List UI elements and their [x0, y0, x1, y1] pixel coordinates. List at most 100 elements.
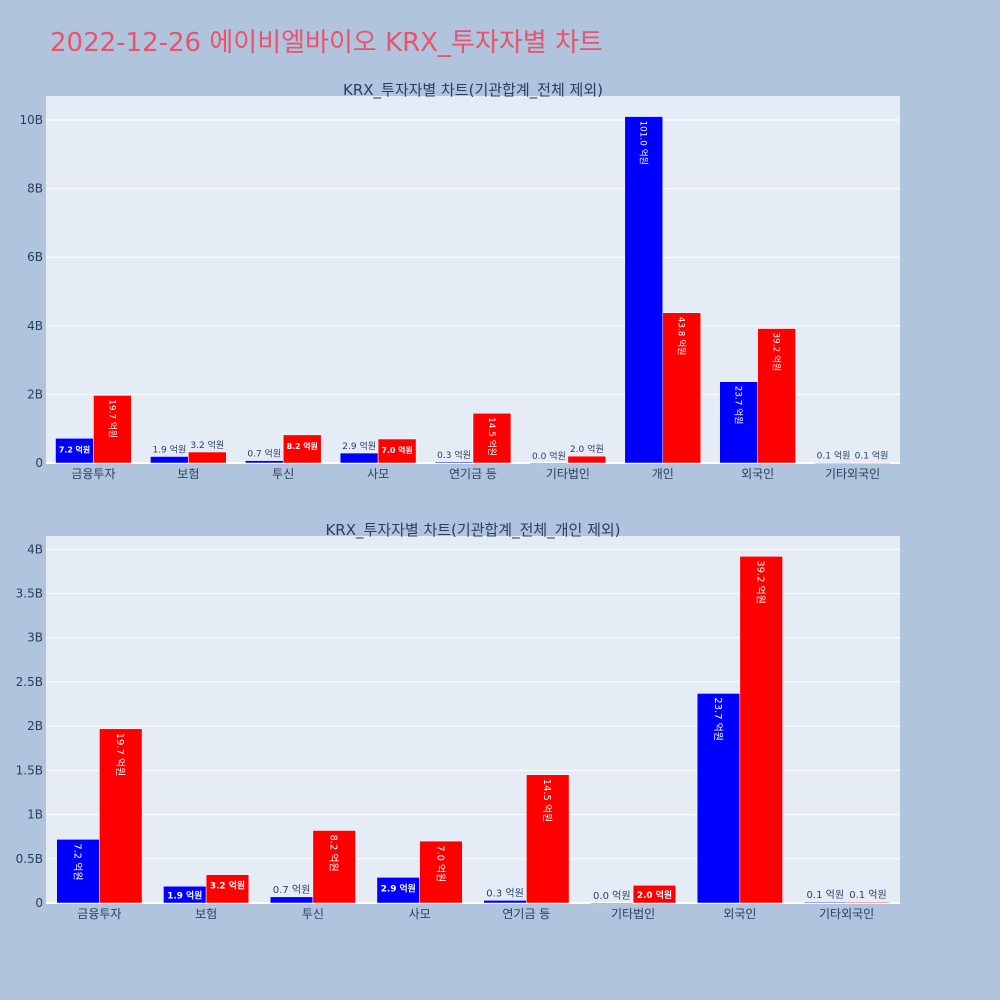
y-tick-label: 4B — [27, 319, 43, 333]
sell-bar — [852, 462, 891, 464]
data-label: 0.7 억원 — [273, 884, 310, 896]
x-tick-label: 금융투자 — [77, 907, 121, 921]
x-tick-label: 기타외국인 — [825, 467, 880, 481]
chart-institution-excluded: KRX_투자자별 차트(기관합계_전체 제외) 0 2B 4B 6B 8B 10B 금융투자… — [19, 81, 900, 481]
buy-bar — [719, 381, 758, 464]
y-tick-label: 0 — [35, 896, 43, 910]
y-tick-label: 8B — [27, 182, 43, 196]
y-tick-label: 6B — [27, 250, 43, 264]
y-tick-label: 2B — [27, 719, 43, 733]
data-label: 101.0 억원 — [638, 121, 650, 165]
data-label: 8.2 억원 — [287, 441, 318, 451]
data-label: 7.0 억원 — [434, 845, 446, 882]
buy-bar — [814, 462, 853, 464]
data-label: 2.0 억원 — [637, 889, 672, 901]
sell-bar — [526, 774, 570, 904]
buy-bar — [56, 839, 100, 904]
buy-bar — [434, 461, 474, 464]
x-tick-label: 투신 — [272, 467, 294, 481]
y-tick-label: 3.5B — [16, 586, 43, 600]
x-tick-label: 보험 — [177, 467, 199, 481]
chart-title: KRX_투자자별 차트(기관합계_전체 제외) — [343, 81, 603, 100]
data-label: 0.3 억원 — [486, 887, 523, 899]
y-tick-label: 2.5B — [16, 675, 43, 689]
buy-bar — [529, 462, 569, 465]
buy-bar — [803, 901, 847, 904]
sell-bar — [757, 328, 796, 464]
sell-bar — [93, 395, 132, 464]
buy-bar — [245, 460, 284, 464]
data-label: 39.2 억원 — [771, 333, 783, 372]
sell-bar — [472, 413, 512, 464]
buy-bar — [624, 116, 664, 464]
data-label: 0.1 억원 — [849, 889, 886, 901]
x-tick-label: 외국인 — [723, 907, 756, 921]
sell-bar — [846, 901, 890, 904]
data-label: 0.0 억원 — [593, 890, 630, 902]
data-label: 7.0 억원 — [381, 445, 412, 455]
y-tick-label: 1B — [27, 808, 43, 822]
data-label: 0.1 억원 — [855, 450, 889, 462]
data-label: 19.7 억원 — [106, 399, 118, 438]
sell-bar — [282, 434, 322, 464]
x-tick-label: 투신 — [302, 907, 324, 921]
data-label: 7.2 억원 — [72, 843, 84, 880]
y-tick-label: 2B — [27, 387, 43, 401]
sell-bar — [567, 455, 607, 464]
data-label: 7.2 억원 — [59, 444, 90, 454]
y-tick-label: 1.5B — [16, 763, 43, 777]
data-label: 0.3 억원 — [437, 449, 471, 461]
data-label: 0.0 억원 — [532, 450, 566, 462]
data-label: 3.2 억원 — [210, 880, 245, 892]
y-tick-label: 10B — [19, 113, 43, 127]
x-tick-label: 연기금 등 — [449, 467, 497, 481]
chart-institution-individual-excluded: KRX_투자자별 차트(기관합계_전체_개인 제외) 0 0.5B 1B 1.5B 2B… — [16, 521, 900, 921]
data-label: 0.7 억원 — [247, 448, 281, 460]
data-label: 1.9 억원 — [167, 890, 202, 902]
y-tick-label: 3B — [27, 631, 43, 645]
data-label: 19.7 억원 — [114, 733, 126, 777]
x-tick-label: 보험 — [195, 907, 217, 921]
data-label: 2.9 억원 — [381, 882, 416, 894]
x-tick-label: 사모 — [409, 907, 431, 921]
buy-bar — [590, 902, 634, 905]
buy-bar — [339, 452, 379, 464]
x-tick-label: 연기금 등 — [502, 907, 550, 921]
sell-bar — [377, 438, 417, 464]
sell-bar — [188, 451, 227, 464]
buy-bar — [269, 896, 314, 904]
data-label: 43.8 억원 — [676, 317, 688, 356]
x-tick-label: 외국인 — [741, 467, 774, 481]
data-label: 14.5 억원 — [541, 779, 553, 823]
data-label: 2.0 억원 — [570, 443, 604, 455]
data-label: 14.5 억원 — [486, 417, 498, 456]
data-label: 0.1 억원 — [817, 450, 851, 462]
buy-bar — [696, 693, 741, 904]
data-label: 2.9 억원 — [342, 440, 376, 452]
x-tick-label: 금융투자 — [71, 467, 115, 481]
data-label: 23.7 억원 — [712, 697, 724, 741]
x-tick-label: 사모 — [367, 467, 389, 481]
buy-bar — [55, 438, 94, 464]
data-label: 0.1 억원 — [807, 889, 844, 901]
x-tick-label: 기타법인 — [611, 907, 655, 921]
sell-bar — [662, 312, 701, 464]
sell-bar — [419, 840, 463, 904]
sell-bar — [739, 556, 783, 904]
data-label: 23.7 억원 — [733, 386, 745, 425]
sell-bar — [205, 874, 250, 904]
buy-bar — [483, 900, 527, 904]
x-tick-label: 개인 — [652, 467, 674, 481]
y-tick-label: 0 — [35, 456, 43, 470]
y-tick-label: 4B — [27, 542, 43, 556]
x-tick-label: 기타법인 — [546, 467, 590, 481]
data-label: 1.9 억원 — [152, 443, 186, 455]
data-label: 8.2 억원 — [328, 834, 340, 871]
sell-bar — [632, 885, 677, 904]
buy-bar — [150, 456, 189, 464]
page-title: 2022-12-26 에이비엘바이오 KRX_투자자별 차트 — [50, 28, 603, 58]
data-label: 3.2 억원 — [190, 439, 224, 451]
chart-title: KRX_투자자별 차트(기관합계_전체_개인 제외) — [325, 521, 620, 540]
y-tick-label: 0.5B — [16, 852, 43, 866]
